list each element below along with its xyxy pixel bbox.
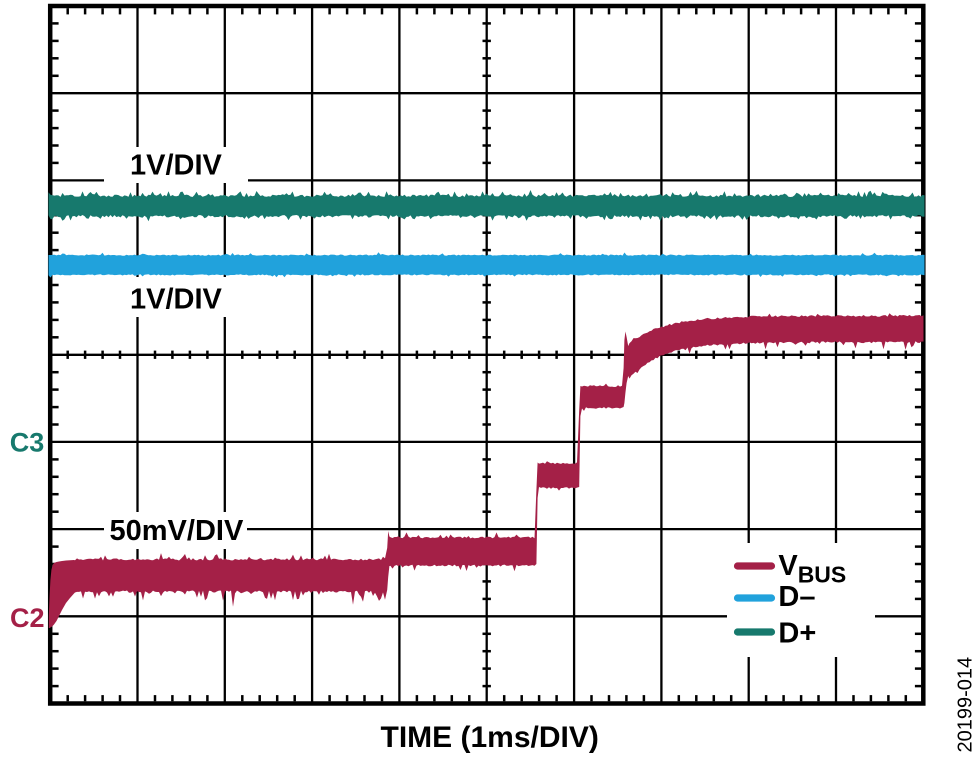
svg-text:V: V xyxy=(778,550,798,582)
svg-text:TIME (1ms/DIV): TIME (1ms/DIV) xyxy=(381,721,599,754)
svg-text:20199-014: 20199-014 xyxy=(955,657,977,753)
svg-text:1V/DIV: 1V/DIV xyxy=(130,149,223,181)
svg-text:50mV/DIV: 50mV/DIV xyxy=(110,515,244,547)
svg-text:D+: D+ xyxy=(778,617,816,649)
svg-text:BUS: BUS xyxy=(798,562,847,588)
svg-text:C3: C3 xyxy=(10,427,45,457)
svg-text:C2: C2 xyxy=(10,603,45,633)
svg-text:D–: D– xyxy=(778,581,815,613)
svg-text:1V/DIV: 1V/DIV xyxy=(130,284,223,316)
